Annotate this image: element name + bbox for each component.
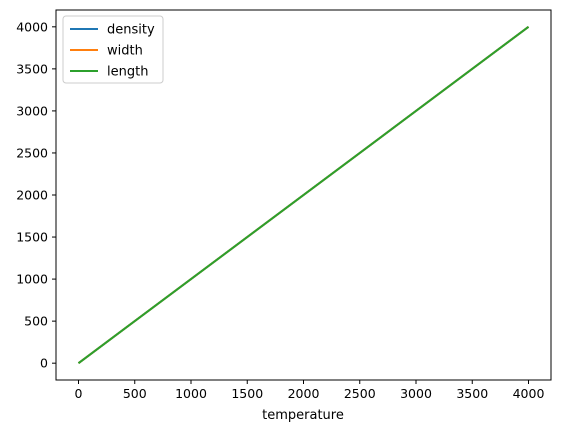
x-axis-ticks: 0 500 1000 1500 2000 2500 3000 3500 4000 — [75, 380, 545, 401]
x-tick-label: 3500 — [456, 386, 488, 401]
y-tick-label: 2500 — [16, 145, 48, 160]
y-tick-label: 1000 — [16, 272, 48, 287]
x-tick-label: 1500 — [231, 386, 263, 401]
y-tick-label: 2000 — [16, 188, 48, 203]
y-axis-ticks: 0 500 1000 1500 2000 2500 3000 3500 4000 — [16, 19, 56, 371]
x-axis-label: temperature — [262, 408, 344, 423]
y-tick-label: 4000 — [16, 19, 48, 34]
legend-label-width: width — [107, 44, 143, 59]
y-tick-label: 3000 — [16, 103, 48, 118]
y-tick-label: 3500 — [16, 61, 48, 76]
x-tick-label: 1000 — [175, 386, 207, 401]
y-tick-label: 500 — [24, 314, 48, 329]
x-tick-label: 2500 — [344, 386, 376, 401]
legend-label-length: length — [107, 65, 148, 80]
plot-lines — [77, 26, 530, 364]
x-tick-label: 4000 — [513, 386, 545, 401]
x-tick-label: 500 — [123, 386, 147, 401]
series-line-length — [77, 26, 530, 364]
x-tick-label: 0 — [75, 386, 83, 401]
x-tick-label: 2000 — [288, 386, 320, 401]
y-tick-label: 1500 — [16, 230, 48, 245]
legend: density width length — [62, 15, 164, 84]
x-tick-label: 3000 — [400, 386, 432, 401]
legend-label-density: density — [107, 23, 155, 38]
y-tick-label: 0 — [40, 356, 48, 371]
legend-box — [62, 15, 164, 84]
